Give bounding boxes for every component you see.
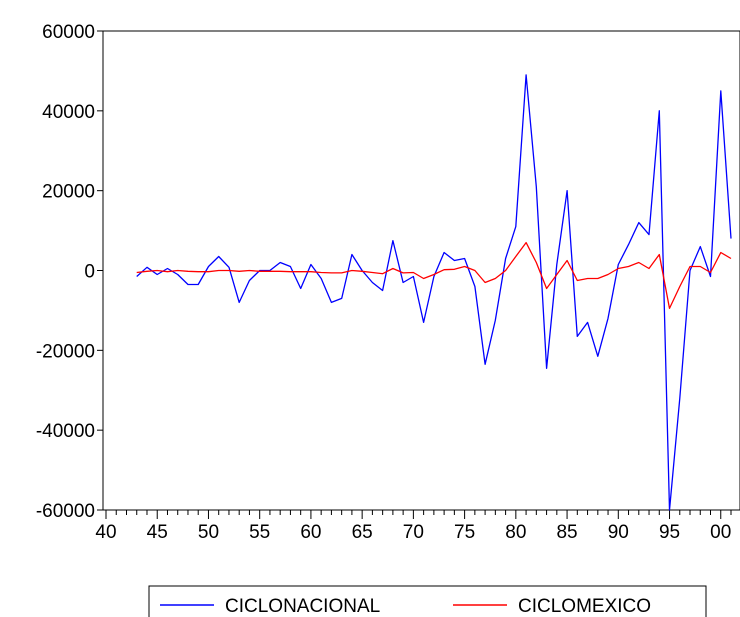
plot-frame: [102, 30, 740, 511]
x-tick-label: 00: [710, 522, 731, 543]
x-tick-label: 70: [403, 522, 424, 543]
y-tick-label: -20000: [36, 341, 95, 362]
x-tick-label: 60: [300, 522, 321, 543]
y-tick-label: 40000: [42, 102, 95, 123]
x-tick-label: 90: [608, 522, 629, 543]
x-tick-label: 75: [454, 522, 475, 543]
legend-box: [148, 585, 707, 617]
x-tick-label: 65: [352, 522, 373, 543]
series-line-ciclonacional: [136, 74, 732, 511]
legend-label-ciclomexico: CICLOMEXICO: [518, 596, 651, 617]
y-tick-label: 0: [84, 262, 95, 283]
x-tick-label: 55: [249, 522, 270, 543]
x-tick-label: 40: [95, 522, 116, 543]
x-tick-label: 95: [659, 522, 680, 543]
legend: CICLONACIONAL CICLOMEXICO: [148, 585, 707, 617]
y-tick-label: 20000: [42, 182, 95, 203]
x-tick-label: 85: [556, 522, 577, 543]
x-tick-label: 45: [147, 522, 168, 543]
legend-label-ciclonacional: CICLONACIONAL: [225, 596, 380, 617]
series-layer: [136, 74, 732, 511]
y-tick-label: 60000: [42, 22, 95, 43]
y-tick-label: -40000: [36, 421, 95, 442]
x-tick-label: 50: [198, 522, 219, 543]
y-tick-label: -60000: [36, 501, 95, 522]
x-tick-label: 80: [505, 522, 526, 543]
series-line-ciclomexico: [136, 241, 732, 310]
